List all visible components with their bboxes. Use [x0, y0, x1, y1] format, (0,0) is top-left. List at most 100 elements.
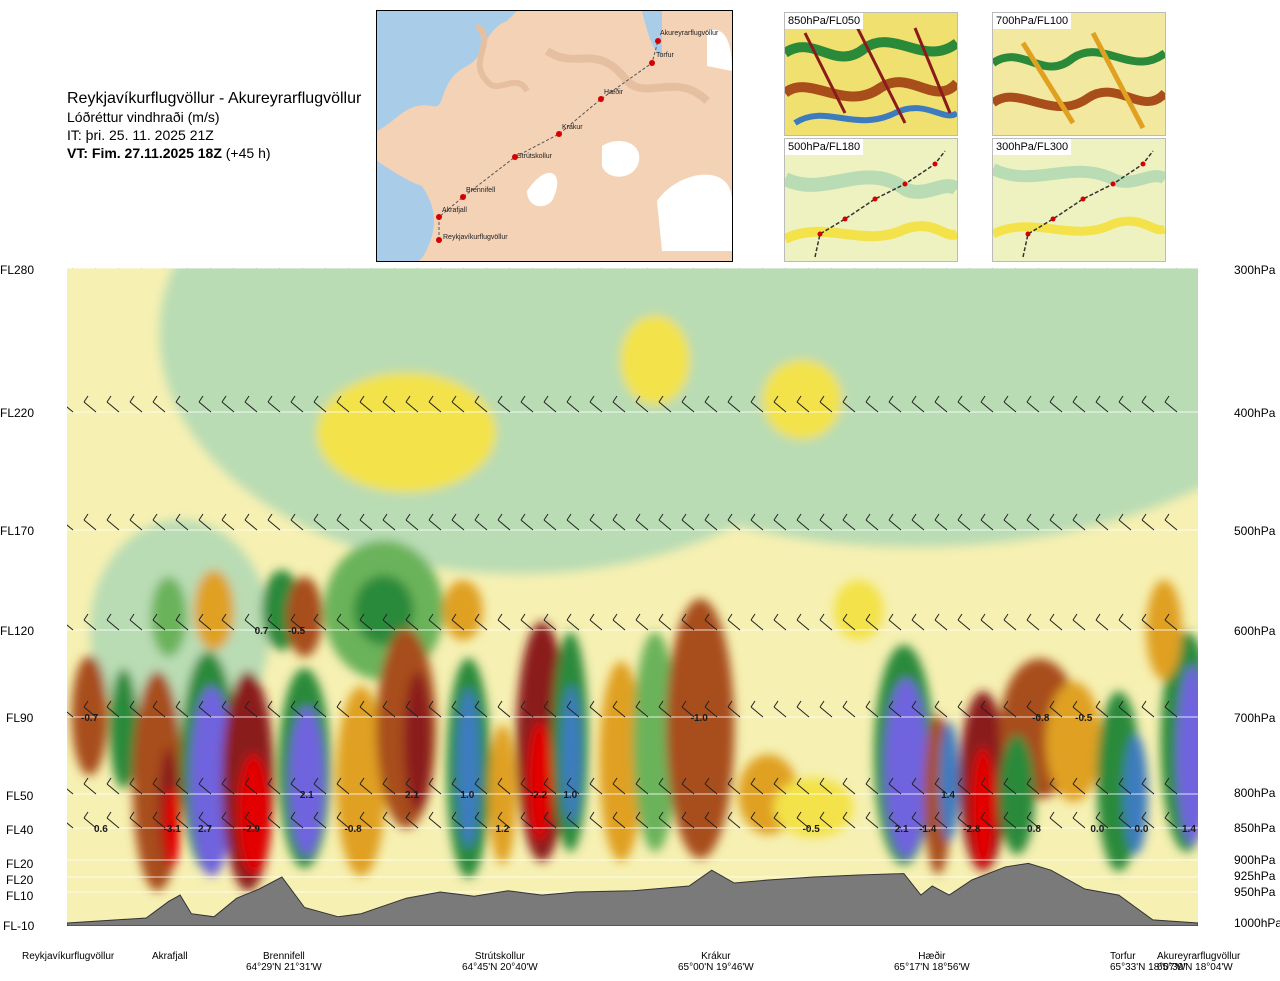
wind-barb-staff	[888, 783, 902, 795]
wind-barb	[382, 777, 396, 795]
wind-barb-staff	[1141, 401, 1155, 413]
wind-barb-flag	[313, 513, 319, 521]
wind-barb-staff	[635, 619, 649, 631]
wind-barb-staff	[336, 519, 350, 531]
wind-barb-flag	[221, 613, 227, 621]
wind-barb-staff	[842, 619, 856, 631]
wind-barb-staff	[1141, 619, 1155, 631]
thumbnail-300hpa[interactable]: 300hPa/FL300	[992, 138, 1166, 262]
wind-barb-staff	[290, 817, 304, 829]
thumbnail-700hpa-label: 700hPa/FL100	[993, 13, 1072, 29]
wind-barb	[842, 700, 856, 718]
wind-barb-flag	[589, 513, 595, 521]
wind-barb-staff	[957, 817, 971, 829]
wind-barb-staff	[842, 706, 856, 718]
thumbnail-850hpa[interactable]: 850hPa/FL050	[784, 12, 958, 136]
wind-barb-flag	[106, 513, 112, 521]
wind-barb	[221, 811, 235, 829]
wind-barb-flag	[635, 613, 641, 621]
wind-barb-flag	[796, 777, 802, 785]
wind-barb-staff	[796, 706, 810, 718]
station-reykjavik: Reykjavíkurflugvöllur	[22, 951, 114, 962]
wind-barb	[106, 700, 120, 718]
wind-barb	[106, 513, 120, 531]
wind-barb-flag	[1049, 613, 1055, 621]
wind-barb-flag	[1118, 700, 1124, 708]
wind-barb-flag	[773, 811, 779, 819]
wind-barb-flag	[888, 613, 894, 621]
wind-barb-flag	[911, 613, 917, 621]
wind-barb-flag	[704, 811, 710, 819]
wind-barb-staff	[658, 619, 672, 631]
wind-barb-staff	[911, 706, 925, 718]
wind-barb-flag	[359, 613, 365, 621]
wind-barb-flag	[175, 613, 181, 621]
wind-barb-staff	[198, 401, 212, 413]
wind-barb	[313, 811, 327, 829]
wind-barb-flag	[382, 513, 388, 521]
wind-barb	[152, 777, 166, 795]
wind-barb	[865, 613, 879, 631]
wind-barb-staff	[543, 619, 557, 631]
wind-barb-flag	[359, 395, 365, 403]
wind-barb-flag	[451, 777, 457, 785]
wind-barb-flag	[957, 777, 963, 785]
wind-barb-flag	[796, 513, 802, 521]
wind-barb-staff	[980, 519, 994, 531]
wind-barb-staff	[83, 519, 97, 531]
wind-barb-staff	[428, 519, 442, 531]
wind-barb	[612, 700, 626, 718]
wind-barb	[152, 395, 166, 413]
wind-barb-staff	[497, 817, 511, 829]
thumbnail-700hpa[interactable]: 700hPa/FL100	[992, 12, 1166, 136]
wind-barb-flag	[635, 395, 641, 403]
thumbnail-500hpa-label: 500hPa/FL180	[785, 139, 864, 155]
wind-barb	[175, 700, 189, 718]
wind-barb-flag	[980, 395, 986, 403]
wind-barb-flag	[1141, 513, 1147, 521]
wind-barb-staff	[428, 401, 442, 413]
wind-barb-staff	[727, 401, 741, 413]
wind-barb-flag	[1049, 395, 1055, 403]
velocity-cell	[527, 721, 552, 842]
wind-barb	[1049, 613, 1063, 631]
wind-barb-flag	[980, 700, 986, 708]
wind-barb-flag	[1164, 777, 1170, 785]
wind-barb-flag	[359, 513, 365, 521]
wind-barb	[336, 613, 350, 631]
wind-barb-staff	[359, 519, 373, 531]
wind-barb	[1049, 777, 1063, 795]
station-akrafjall: Akrafjall	[152, 951, 188, 962]
wind-barb-staff	[911, 401, 925, 413]
wind-barb	[129, 613, 143, 631]
wind-barb-flag	[474, 513, 480, 521]
wind-barb	[221, 613, 235, 631]
wind-barb-flag	[474, 613, 480, 621]
wind-barb-flag	[1164, 395, 1170, 403]
wind-barb-flag	[221, 513, 227, 521]
wind-barb-staff	[704, 817, 718, 829]
wind-barb-staff	[750, 706, 764, 718]
velocity-value-label: 1.4	[941, 790, 955, 801]
wind-barb-flag	[175, 811, 181, 819]
wind-barb-staff	[129, 619, 143, 631]
wind-barb-flag	[1026, 777, 1032, 785]
wind-barb	[474, 700, 488, 718]
wind-barb-staff	[267, 817, 281, 829]
map-label-torfur: Torfur	[656, 52, 675, 59]
wind-barb-staff	[1026, 706, 1040, 718]
wind-barb	[957, 613, 971, 631]
wind-barb	[1164, 613, 1178, 631]
wind-barb-staff	[1095, 706, 1109, 718]
wind-barb-flag	[727, 700, 733, 708]
wind-barb	[773, 700, 787, 718]
wind-barb-staff	[957, 619, 971, 631]
velocity-cell	[939, 721, 960, 842]
station-akrafjall-name: Akrafjall	[152, 951, 188, 962]
wind-barb-staff	[635, 401, 649, 413]
wind-barb-flag	[681, 513, 687, 521]
wind-barb	[658, 811, 672, 829]
wind-barb	[543, 613, 557, 631]
wind-barb	[704, 513, 718, 531]
thumbnail-500hpa[interactable]: 500hPa/FL180	[784, 138, 958, 262]
